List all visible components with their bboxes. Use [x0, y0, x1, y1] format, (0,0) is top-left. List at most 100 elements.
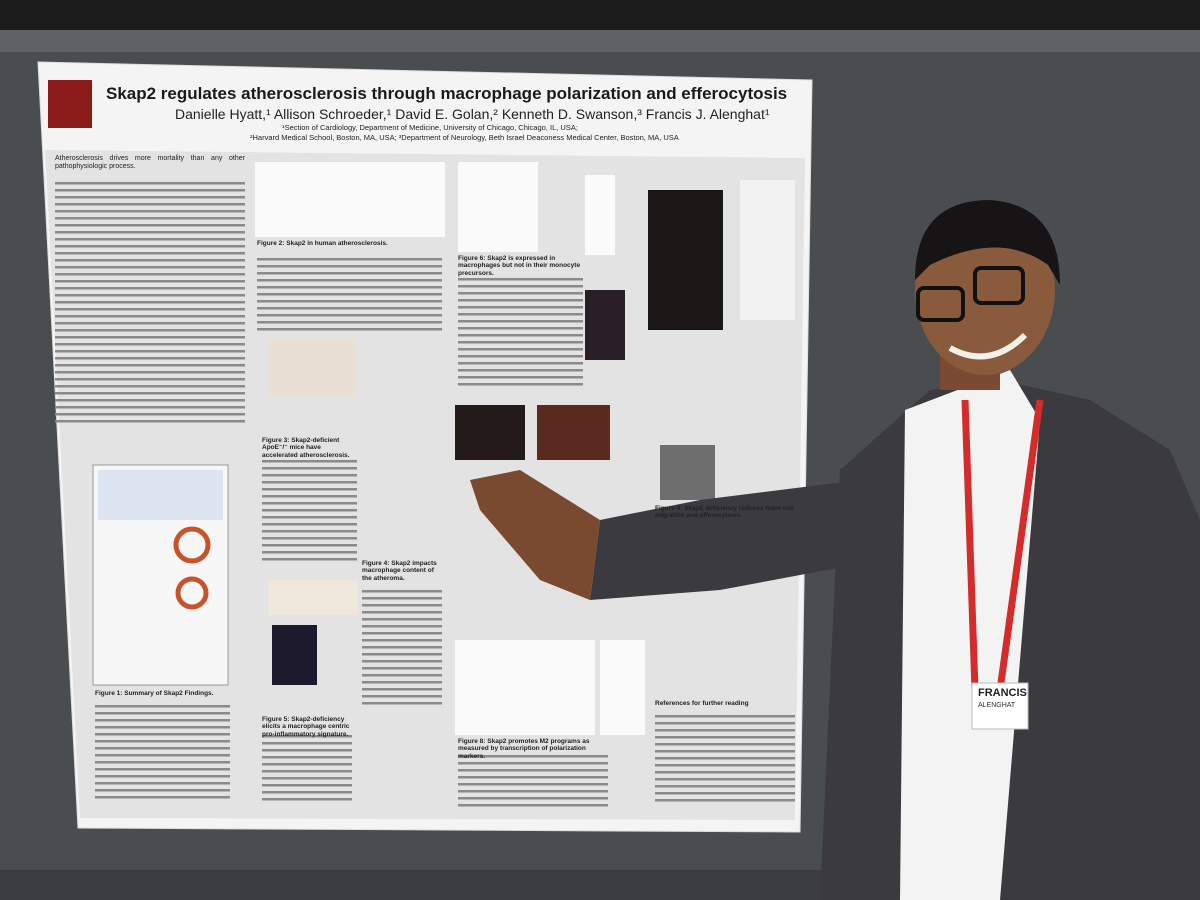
text-line	[362, 681, 442, 684]
text-line	[655, 799, 795, 802]
text-line	[458, 278, 583, 281]
text-line	[262, 516, 357, 519]
text-line	[257, 307, 442, 310]
text-line	[458, 369, 583, 372]
text-line	[262, 551, 357, 554]
text-line	[362, 660, 442, 663]
text-line	[95, 782, 230, 785]
text-line	[262, 495, 357, 498]
text-line	[55, 399, 245, 402]
intro-text: Atherosclerosis drives more mortality th…	[55, 155, 245, 171]
text-line	[55, 378, 245, 381]
text-line	[262, 777, 352, 780]
text-line	[362, 611, 442, 614]
board-frame	[0, 30, 1200, 52]
text-line	[55, 350, 245, 353]
figures	[92, 162, 795, 735]
person	[470, 200, 1200, 900]
text-line	[257, 265, 442, 268]
text-line	[262, 544, 357, 547]
text-line	[95, 719, 230, 722]
text-line	[262, 735, 352, 738]
text-line	[362, 618, 442, 621]
text-line	[262, 749, 352, 752]
figure-caption: Figure 3: Skap2-deficient ApoE⁻/⁻ mice h…	[262, 437, 350, 459]
text-line	[362, 632, 442, 635]
figure-caption: Figure 5: Skap2-deficiency elicits a mac…	[262, 716, 350, 738]
text-line	[655, 792, 795, 795]
text-line	[458, 776, 608, 779]
text-line	[55, 189, 245, 192]
text-line	[458, 334, 583, 337]
text-line	[655, 778, 795, 781]
text-line	[55, 385, 245, 388]
text-line	[55, 224, 245, 227]
text-line	[55, 203, 245, 206]
text-line	[262, 798, 352, 801]
text-line	[95, 705, 230, 708]
text-line	[55, 273, 245, 276]
text-line	[262, 502, 357, 505]
text-line	[262, 467, 357, 470]
text-line	[257, 272, 442, 275]
text-line	[655, 750, 795, 753]
badge-first-name: FRANCIS	[978, 687, 1027, 699]
text-line	[55, 210, 245, 213]
text-line	[262, 530, 357, 533]
text-line	[262, 474, 357, 477]
text-line	[257, 279, 442, 282]
text-line	[262, 537, 357, 540]
poster-title: Skap2 regulates atherosclerosis through …	[106, 84, 788, 103]
text-line	[55, 266, 245, 269]
text-line	[458, 306, 583, 309]
text-line	[362, 604, 442, 607]
text-line	[257, 293, 442, 296]
text-line	[458, 762, 608, 765]
text-line	[262, 784, 352, 787]
text-line	[458, 292, 583, 295]
text-line	[458, 376, 583, 379]
text-line	[95, 761, 230, 764]
text-line	[262, 509, 357, 512]
text-line	[362, 653, 442, 656]
text-line	[55, 238, 245, 241]
figure-caption: Figure 2: Skap2 in human atherosclerosis…	[257, 240, 388, 247]
text-line	[362, 625, 442, 628]
text-line	[55, 287, 245, 290]
text-line	[458, 355, 583, 358]
text-line	[458, 285, 583, 288]
text-line	[655, 743, 795, 746]
text-line	[458, 348, 583, 351]
text-line	[55, 371, 245, 374]
text-line	[458, 383, 583, 386]
text-line	[655, 757, 795, 760]
text-line	[55, 245, 245, 248]
text-line	[458, 327, 583, 330]
text-line	[362, 702, 442, 705]
text-line	[655, 771, 795, 774]
text-line	[55, 294, 245, 297]
text-line	[95, 768, 230, 771]
text-line	[655, 715, 795, 718]
text-line	[262, 791, 352, 794]
text-line	[95, 754, 230, 757]
text-line	[362, 639, 442, 642]
text-line	[95, 726, 230, 729]
text-line	[55, 392, 245, 395]
text-line	[262, 763, 352, 766]
affiliation: ²Harvard Medical School, Boston, MA, USA…	[250, 133, 679, 142]
text-line	[55, 322, 245, 325]
text-line	[55, 420, 245, 423]
text-line	[55, 252, 245, 255]
text-line	[458, 769, 608, 772]
text-line	[55, 196, 245, 199]
figure-caption: Figure 8: Skap2 promotes M2 programs as …	[458, 738, 590, 760]
text-line	[262, 481, 357, 484]
text-line	[55, 406, 245, 409]
text-line	[262, 756, 352, 759]
text-line	[655, 722, 795, 725]
text-line	[655, 736, 795, 739]
text-line	[55, 280, 245, 283]
text-line	[458, 313, 583, 316]
